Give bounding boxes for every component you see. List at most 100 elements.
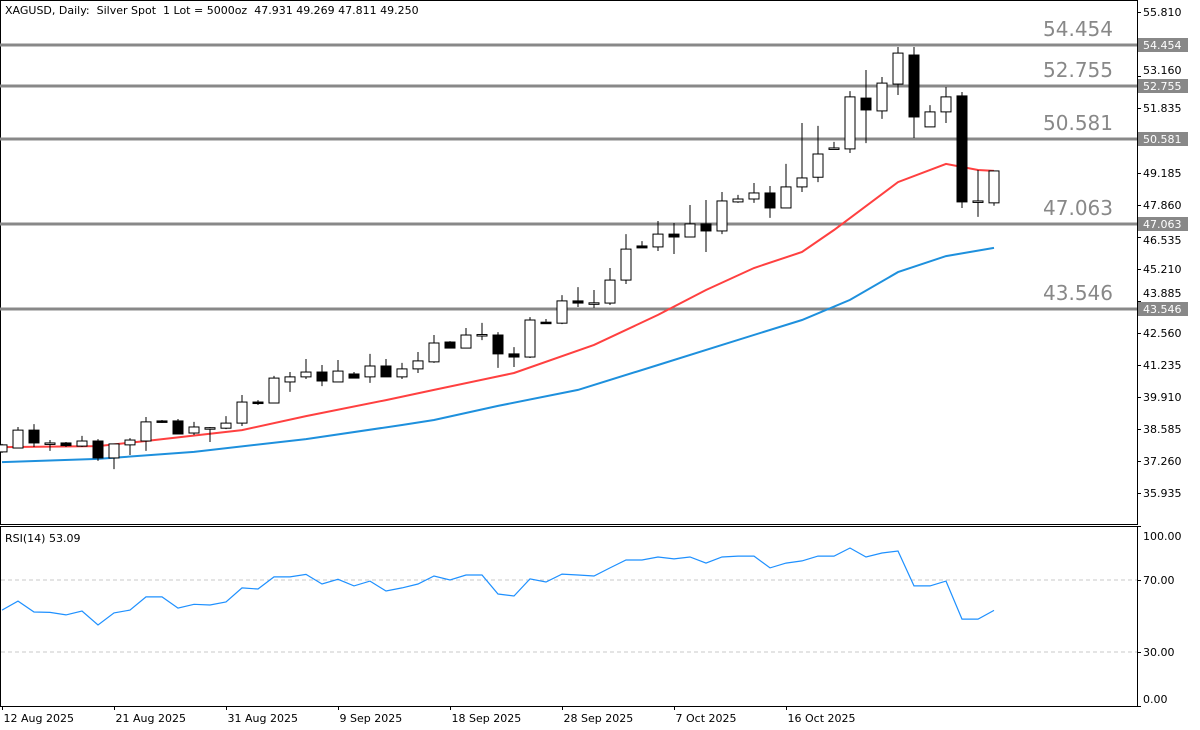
candle-body bbox=[252, 401, 264, 405]
candle-body bbox=[556, 300, 568, 324]
candle bbox=[140, 417, 152, 451]
candle-body bbox=[92, 440, 104, 459]
level-label: 54.454 bbox=[1043, 17, 1113, 41]
candle-body bbox=[108, 443, 120, 459]
candle bbox=[668, 222, 680, 254]
date-tick-label: 12 Aug 2025 bbox=[4, 712, 74, 725]
candle-body bbox=[492, 334, 504, 355]
candle-body bbox=[524, 319, 536, 358]
candle-body bbox=[12, 429, 24, 449]
candle bbox=[716, 191, 728, 235]
ma-slow-line bbox=[1, 246, 995, 464]
price-tick-label: 49.185 bbox=[1143, 167, 1182, 180]
candle bbox=[220, 416, 232, 430]
moving-averages bbox=[1, 162, 995, 464]
candle bbox=[28, 424, 40, 448]
candle bbox=[524, 317, 536, 359]
date-tick-label: 21 Aug 2025 bbox=[116, 712, 186, 725]
candle-body bbox=[444, 341, 456, 349]
candle bbox=[572, 287, 584, 307]
candle bbox=[284, 372, 296, 392]
candle bbox=[764, 185, 776, 218]
level-label: 47.063 bbox=[1043, 196, 1113, 220]
price-tick-label: 47.860 bbox=[1143, 199, 1182, 212]
date-tick-label: 9 Sep 2025 bbox=[340, 712, 403, 725]
candle-body bbox=[300, 371, 312, 378]
candle-body bbox=[940, 96, 952, 113]
candle bbox=[124, 438, 136, 456]
candle bbox=[316, 365, 328, 387]
candle-body bbox=[956, 95, 968, 203]
candle bbox=[396, 362, 408, 380]
candle-body bbox=[732, 198, 744, 203]
candle-body bbox=[412, 360, 424, 370]
candle bbox=[988, 170, 1000, 206]
candle-body bbox=[780, 186, 792, 209]
candle bbox=[60, 441, 72, 448]
candle bbox=[796, 123, 808, 192]
candle-body bbox=[460, 334, 472, 349]
price-tick-label: 45.210 bbox=[1143, 263, 1182, 276]
candle bbox=[972, 169, 984, 217]
candle-body bbox=[204, 427, 216, 430]
candle bbox=[844, 91, 856, 154]
date-tick-label: 28 Sep 2025 bbox=[564, 712, 634, 725]
candle-body bbox=[812, 153, 824, 178]
candle bbox=[380, 358, 392, 378]
candle-body bbox=[172, 420, 184, 435]
candle bbox=[620, 234, 632, 284]
rsi-tick-label: 70.00 bbox=[1143, 574, 1175, 587]
level-price-tag-label: 52.755 bbox=[1143, 80, 1182, 93]
level-price-tag bbox=[1138, 217, 1188, 231]
candle bbox=[188, 421, 200, 435]
level-price-tag bbox=[1138, 302, 1188, 316]
candle bbox=[492, 332, 504, 368]
candle bbox=[268, 375, 280, 404]
candle bbox=[252, 400, 264, 405]
candle bbox=[364, 353, 376, 383]
candle bbox=[748, 183, 760, 203]
level-price-tag-label: 47.063 bbox=[1143, 218, 1182, 231]
level-price-tag-label: 54.454 bbox=[1143, 39, 1182, 52]
level-label: 50.581 bbox=[1043, 111, 1113, 135]
candle bbox=[940, 86, 952, 124]
candle bbox=[508, 347, 520, 367]
candle bbox=[956, 92, 968, 208]
candle-body bbox=[396, 368, 408, 378]
candle-body bbox=[620, 248, 632, 281]
candle-body bbox=[636, 245, 648, 249]
price-tick-label: 43.885 bbox=[1143, 287, 1182, 300]
candle bbox=[44, 440, 56, 451]
candle-body bbox=[684, 223, 696, 238]
date-tick-label: 31 Aug 2025 bbox=[228, 712, 298, 725]
rsi-label: RSI(14) 53.09 bbox=[5, 532, 81, 545]
candle-body bbox=[764, 192, 776, 209]
candle-body bbox=[844, 96, 856, 150]
candle bbox=[700, 199, 712, 253]
time-axis: 12 Aug 2025 21 Aug 2025 31 Aug 2025 9 Sep 2… bbox=[2, 706, 856, 725]
date-tick-label: 7 Oct 2025 bbox=[676, 712, 737, 725]
candle-body bbox=[748, 192, 760, 200]
candle bbox=[892, 47, 904, 95]
candle-body bbox=[508, 353, 520, 358]
candle-body bbox=[140, 421, 152, 442]
candle-body bbox=[428, 342, 440, 363]
candle bbox=[172, 418, 184, 435]
rsi-tick-label: 0.00 bbox=[1143, 693, 1168, 706]
horizontal-levels[interactable]: 54.454 54.454 52.755 52.755 50.581 50.581 47.0… bbox=[0, 17, 1188, 316]
level-price-tag bbox=[1138, 79, 1188, 93]
chart-header: XAGUSD, Daily: Silver Spot 1 Lot = 5000o… bbox=[5, 4, 419, 17]
candle bbox=[876, 77, 888, 119]
main-panel-border bbox=[0, 0, 1138, 525]
candle bbox=[0, 443, 8, 453]
candle bbox=[348, 372, 360, 379]
candle-body bbox=[364, 365, 376, 378]
candle bbox=[860, 70, 872, 144]
level-price-tag bbox=[1138, 132, 1188, 146]
candle bbox=[828, 141, 840, 150]
candle bbox=[812, 125, 824, 183]
candle-body bbox=[236, 401, 248, 424]
candle-body bbox=[28, 429, 40, 444]
level-price-tag-label: 50.581 bbox=[1143, 133, 1182, 146]
